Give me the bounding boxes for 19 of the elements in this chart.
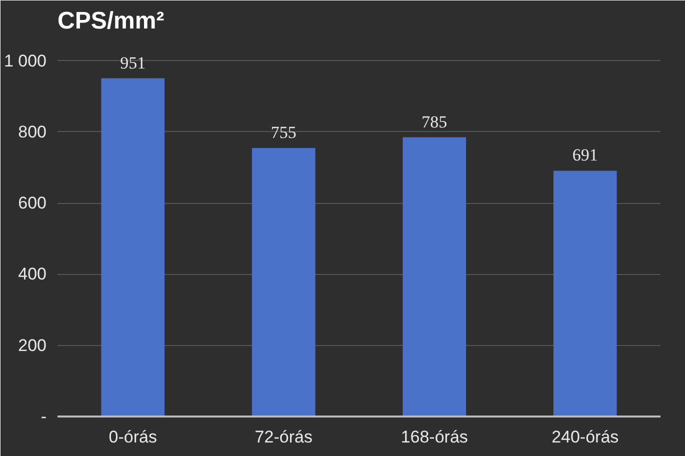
data-label: 785 xyxy=(422,112,448,132)
y-tick-label: 400 xyxy=(18,264,47,284)
x-tick-label: 0-órás xyxy=(108,428,157,446)
y-tick-label: 600 xyxy=(18,194,47,213)
y-tick-label: 800 xyxy=(18,122,47,142)
x-tick-label: 168-órás xyxy=(400,428,468,446)
y-tick-label: 1 000 xyxy=(4,51,47,70)
bar xyxy=(101,78,165,416)
data-label: 755 xyxy=(270,122,296,142)
x-tick-label: 72-órás xyxy=(254,428,312,446)
bar xyxy=(553,170,617,416)
y-tick-label: 200 xyxy=(18,336,47,355)
bar xyxy=(402,137,466,416)
bar xyxy=(252,148,316,416)
data-label: 951 xyxy=(120,53,146,72)
y-tick-label: - xyxy=(40,407,47,426)
data-label: 691 xyxy=(572,146,598,165)
chart-title: CPS/mm² xyxy=(58,8,164,34)
x-tick-label: 240-órás xyxy=(552,428,619,446)
